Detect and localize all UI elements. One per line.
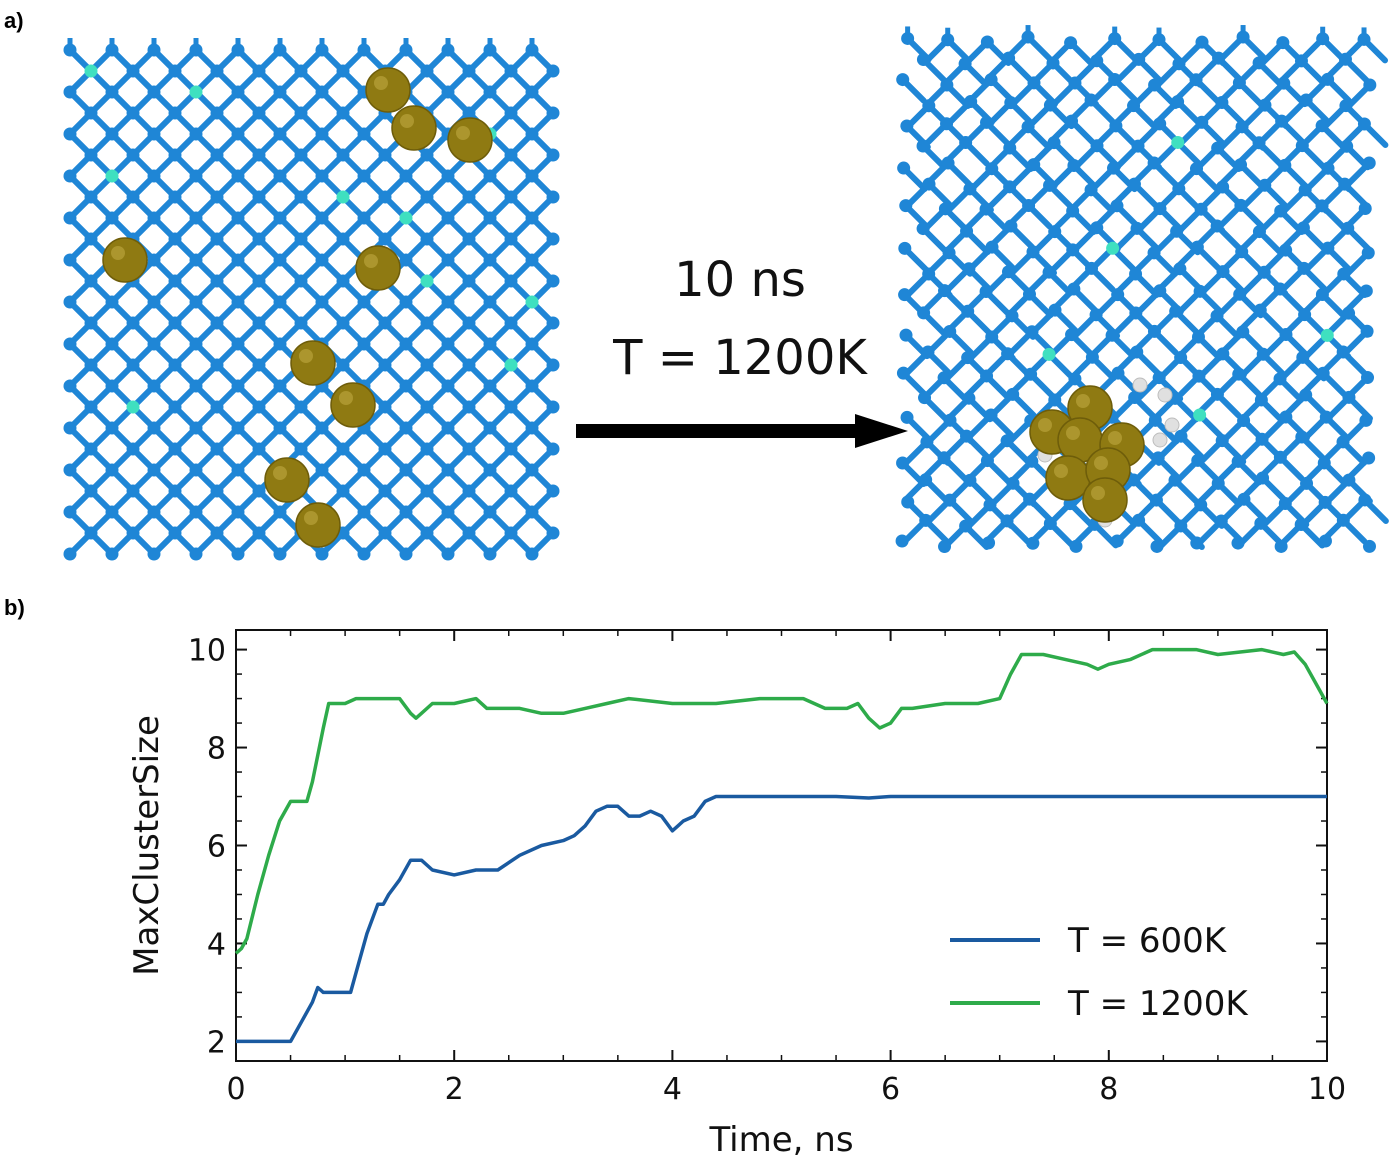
arrow-temperature-label: T = 1200K [613, 330, 867, 386]
arrow-time-label: 10 ns [674, 252, 806, 308]
panel-b-label: b) [4, 595, 25, 620]
series-layer [234, 647, 1329, 1044]
arrow-icon [576, 414, 908, 448]
legend: T = 600K T = 1200K [950, 921, 1249, 1024]
x-tick-label: 8 [1099, 1072, 1118, 1107]
panel-a-illustration [63, 25, 1389, 561]
x-tick-label: 2 [445, 1072, 464, 1107]
y-tick-label: 10 [188, 634, 226, 669]
y-axis-label: MaxClusterSize [127, 715, 167, 976]
y-tick-label: 6 [207, 830, 226, 865]
panel-a-label: a) [4, 8, 24, 33]
y-tick-label: 2 [207, 1025, 226, 1060]
cluster-atoms [102, 67, 493, 548]
lattice-bonds [67, 38, 556, 557]
legend-entry-label: T = 1200K [1067, 984, 1249, 1024]
x-tick-label: 0 [226, 1072, 245, 1107]
series-line-t1200k [234, 647, 1329, 955]
x-tick-label: 6 [881, 1072, 900, 1107]
cluster-atoms [1029, 377, 1180, 528]
x-tick-label: 10 [1308, 1072, 1346, 1107]
y-tick-label: 8 [207, 732, 226, 767]
lattice-snapshot-initial [63, 38, 560, 561]
x-tick-label: 4 [663, 1072, 682, 1107]
x-axis-label: Time, ns [708, 1120, 853, 1160]
lattice-snapshot-final [895, 25, 1389, 554]
y-tick-label: 4 [207, 927, 226, 962]
series-line-t600k [236, 794, 1327, 1044]
legend-entry-label: T = 600K [1067, 921, 1228, 961]
